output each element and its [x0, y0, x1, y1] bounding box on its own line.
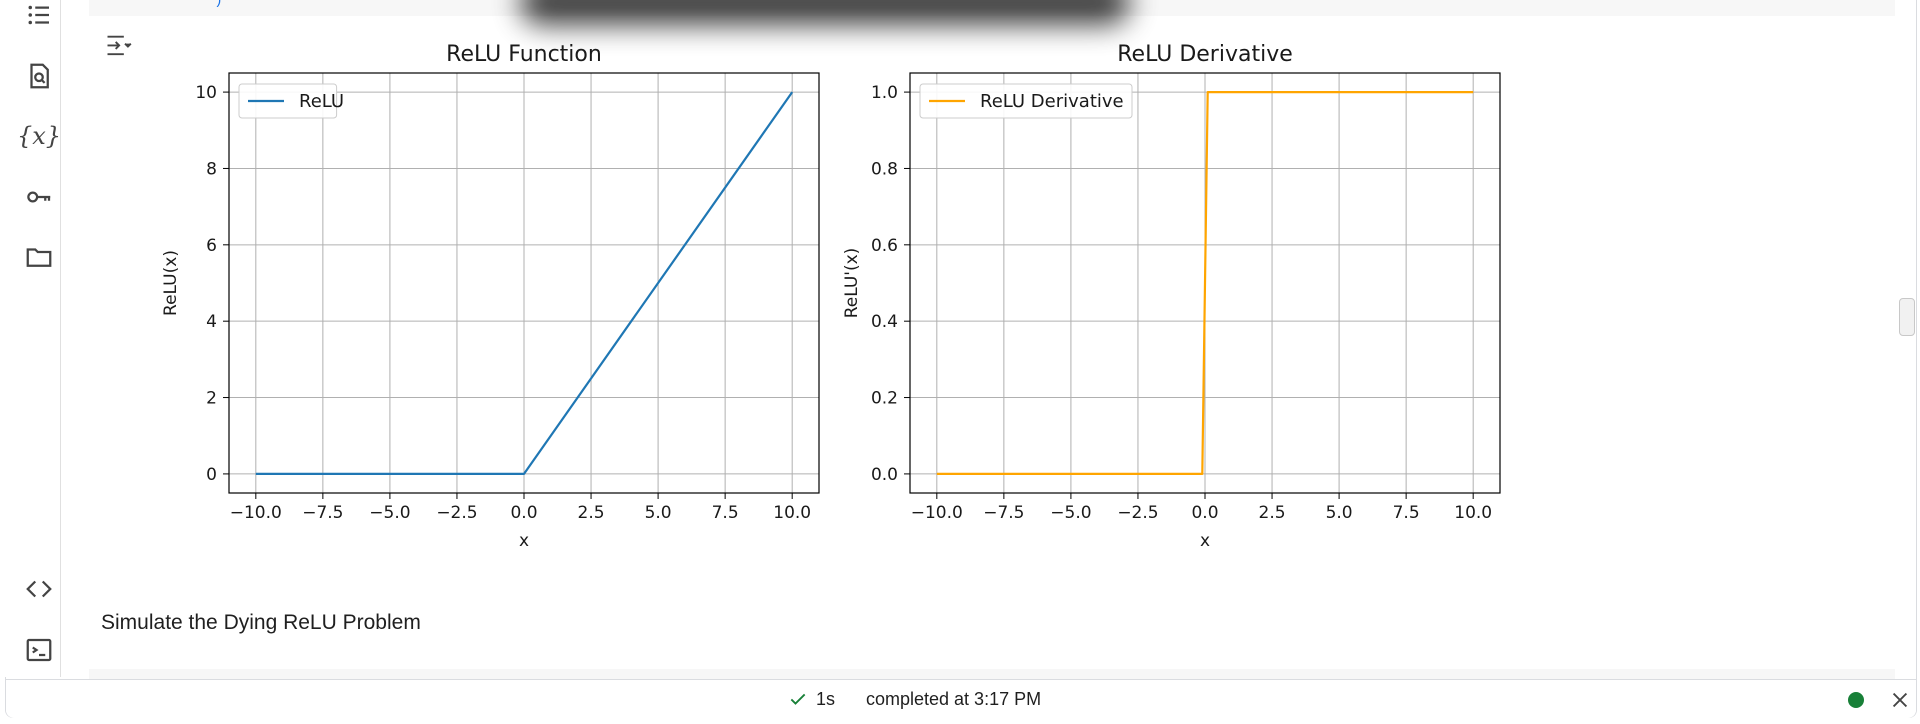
- code-snippets-icon[interactable]: [20, 570, 58, 608]
- chart1-title: ReLU Function: [446, 42, 602, 67]
- chart1-xtick-label-2: −5.0: [369, 503, 410, 523]
- chart2-xlabel: x: [1200, 531, 1210, 551]
- terminal-icon[interactable]: [20, 631, 58, 669]
- chart2-title: ReLU Derivative: [1117, 42, 1293, 67]
- variables-icon[interactable]: {x}: [16, 122, 62, 150]
- left-sidebar: {x}: [5, 0, 61, 677]
- floating-toolbar-shadow: [520, 0, 1130, 25]
- chart2-ytick-label-4: 0.8: [871, 159, 898, 179]
- chart2-ytick-label-3: 0.6: [871, 236, 898, 256]
- chart2-ytick-label-0: 0.0: [871, 465, 898, 485]
- find-replace-icon[interactable]: [20, 57, 58, 95]
- next-code-cell[interactable]: [89, 669, 1895, 679]
- chart2-xtick-label-4: 0.0: [1191, 503, 1218, 523]
- chart1-ytick-label-0: 0: [206, 465, 217, 485]
- chart1-series-line-0: [255, 91, 794, 475]
- chart1-ylabel: ReLU(x): [161, 250, 181, 316]
- chart1-xtick-label-8: 10.0: [773, 503, 811, 523]
- execution-duration: 1s: [816, 689, 836, 709]
- chart1-legend-label: ReLU: [299, 91, 344, 112]
- status-bar: 1s completed at 3:17 PM: [6, 679, 1916, 718]
- chart2-xtick-label-7: 7.5: [1393, 503, 1420, 523]
- chart1-xtick-label-1: −7.5: [302, 503, 343, 523]
- chart1-xtick-label-4: 0.0: [510, 503, 537, 523]
- chart2-series-line-0: [936, 90, 1474, 475]
- chart1-ytick-label-3: 6: [206, 236, 217, 256]
- chart1-xlabel: x: [519, 531, 529, 551]
- output-toggle-icon[interactable]: [100, 30, 136, 62]
- chart1-xtick-label-0: −10.0: [230, 503, 282, 523]
- chart2-xtick-label-3: −2.5: [1117, 503, 1158, 523]
- chart2-xtick-label-8: 10.0: [1454, 503, 1492, 523]
- charts-output: −10.0 −7.5 −5.0 −2.5 0.0 2.5 5.0 7.5 10.0 0 2 4 6 8 10…: [161, 42, 1501, 551]
- chart1-ytick-label-5: 10: [195, 83, 217, 103]
- chart2-xtick-label-0: −10.0: [911, 503, 963, 523]
- chart2-ylabel: ReLU'(x): [842, 248, 862, 319]
- check-icon: [790, 693, 806, 705]
- chart2-xtick-label-2: −5.0: [1050, 503, 1091, 523]
- files-folder-icon[interactable]: [20, 238, 58, 276]
- chart1-xtick-label-6: 5.0: [645, 503, 672, 523]
- code-fragment: "): [205, 0, 223, 9]
- chart2-xtick-label-6: 5.0: [1326, 503, 1353, 523]
- chart1-legend-box: [238, 83, 338, 119]
- completed-time: completed at 3:17 PM: [866, 689, 1042, 709]
- markdown-text: Simulate the Dying ReLU Problem: [101, 611, 421, 634]
- chart2-ytick-label-5: 1.0: [871, 83, 898, 103]
- table-of-contents-icon[interactable]: [20, 0, 58, 34]
- chart1-xtick-label-5: 2.5: [578, 503, 605, 523]
- chart2-xtick-label-1: −7.5: [983, 503, 1024, 523]
- chart1-ytick-label-1: 2: [206, 389, 217, 409]
- chart1-ytick-label-2: 4: [206, 312, 217, 332]
- chart2-legend-box: [919, 83, 1133, 119]
- chart1-xtick-label-3: −2.5: [436, 503, 477, 523]
- chart2-ytick-label-1: 0.2: [871, 389, 898, 409]
- close-icon[interactable]: [1889, 689, 1911, 711]
- chart2-ytick-label-2: 0.4: [871, 312, 898, 332]
- scrollbar-thumb[interactable]: [1899, 298, 1915, 336]
- chart2-xtick-label-5: 2.5: [1259, 503, 1286, 523]
- chart2-legend-label: ReLU Derivative: [980, 91, 1124, 112]
- secrets-key-icon[interactable]: [20, 178, 58, 216]
- connection-status-dot[interactable]: [1848, 692, 1864, 708]
- chart1-ytick-label-4: 8: [206, 159, 217, 179]
- chart1-xtick-label-7: 7.5: [712, 503, 739, 523]
